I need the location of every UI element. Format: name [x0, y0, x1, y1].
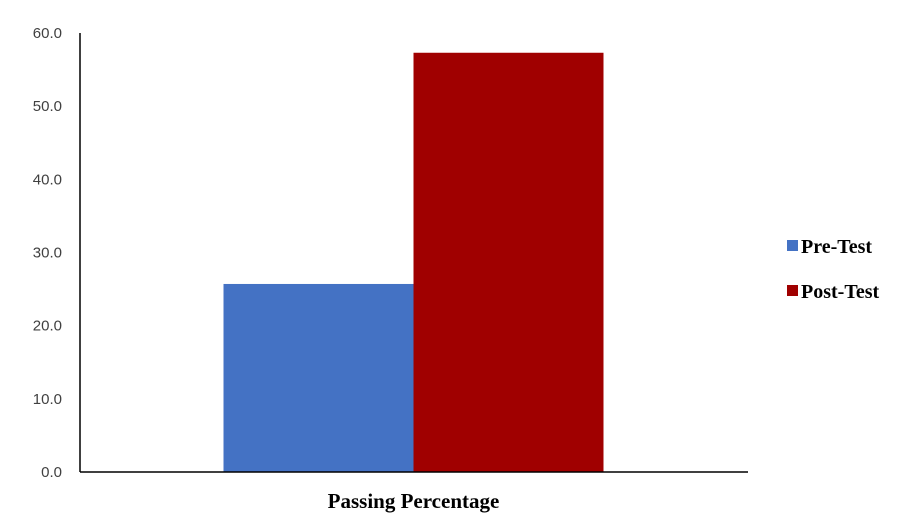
category-label: Passing Percentage [328, 489, 500, 513]
legend-swatch-pre-test [787, 240, 798, 251]
legend-label-pre-test: Pre-Test [801, 236, 872, 258]
y-tick-label: 50.0 [33, 98, 62, 115]
legend-label-post-test: Post-Test [801, 281, 879, 303]
y-tick-label: 0.0 [41, 464, 62, 481]
y-tick-label: 20.0 [33, 318, 62, 335]
y-tick-label: 40.0 [33, 171, 62, 188]
bars [223, 52, 604, 472]
bar-post-test [413, 52, 604, 472]
y-tick-label: 30.0 [33, 245, 62, 262]
bar-pre-test [223, 283, 414, 472]
legend: Pre-Test Post-Test [787, 236, 879, 303]
legend-swatch-post-test [787, 285, 798, 296]
y-tick-label: 60.0 [33, 25, 62, 42]
y-tick-label: 10.0 [33, 391, 62, 408]
y-axis-ticks: 0.0 10.0 20.0 30.0 40.0 50.0 60.0 [33, 25, 62, 481]
